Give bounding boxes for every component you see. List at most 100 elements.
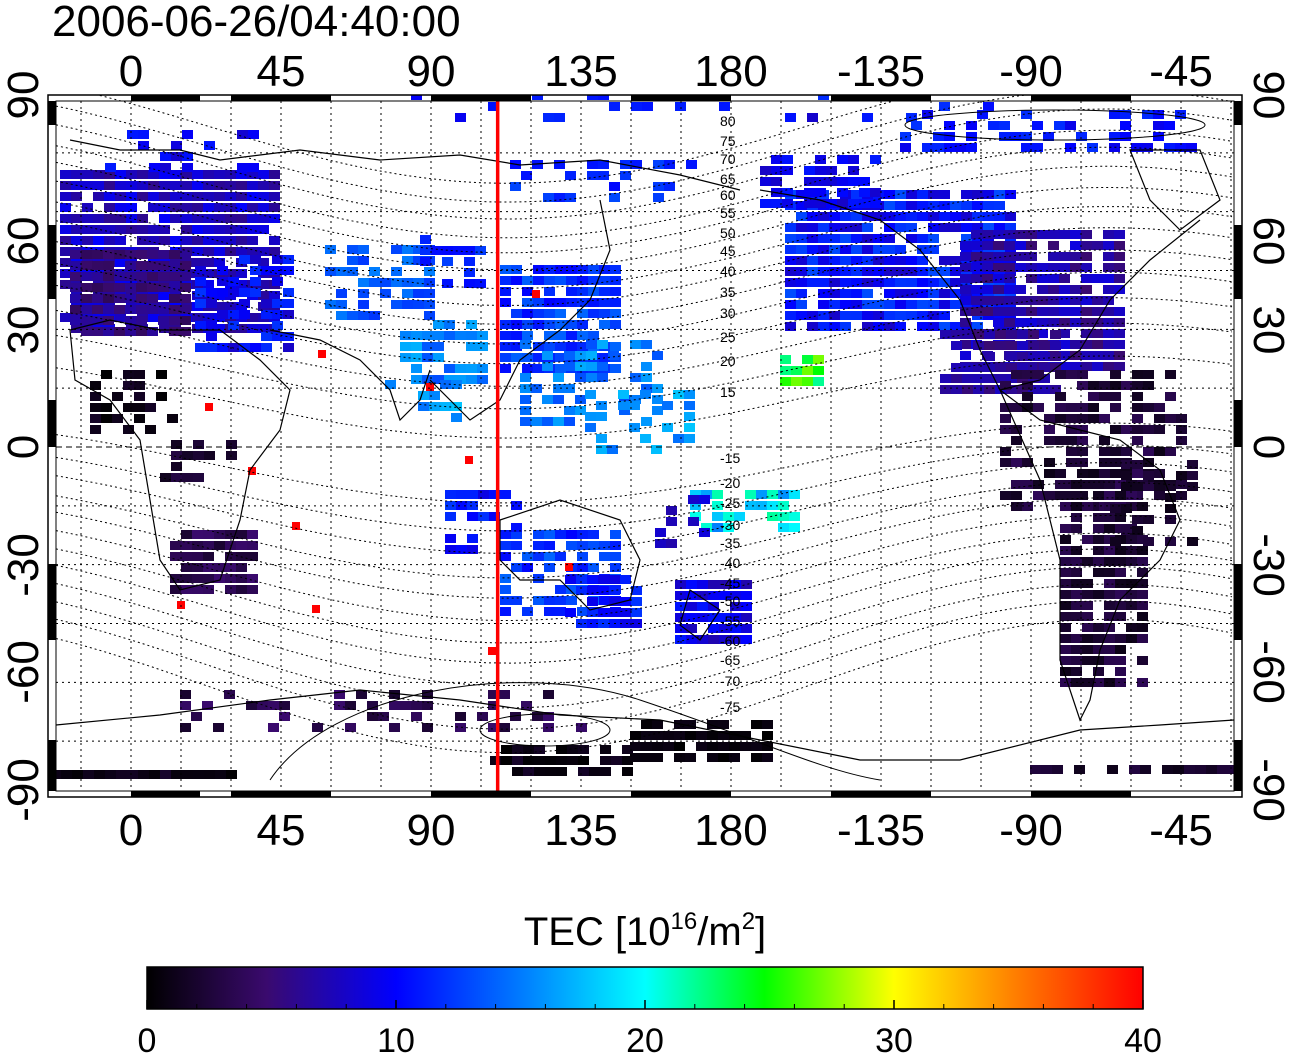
tec-cell bbox=[785, 278, 796, 287]
tec-cell bbox=[566, 596, 577, 605]
tec-cell bbox=[960, 318, 971, 327]
tec-cell bbox=[708, 602, 719, 611]
tec-cell bbox=[928, 289, 939, 298]
tec-cell bbox=[1037, 285, 1048, 294]
tec-cell bbox=[61, 770, 72, 779]
tec-cell bbox=[895, 322, 906, 331]
tec-cell bbox=[1071, 557, 1082, 566]
tec-cell bbox=[851, 245, 862, 254]
tec-cell bbox=[500, 265, 511, 274]
tec-cell bbox=[456, 545, 467, 554]
tec-cell bbox=[1021, 132, 1032, 141]
tec-cell bbox=[347, 245, 358, 254]
tec-cell bbox=[663, 742, 674, 751]
tec-cell bbox=[520, 373, 531, 382]
tec-cell bbox=[723, 523, 734, 532]
tec-cell bbox=[1132, 403, 1143, 412]
tec-cell bbox=[906, 212, 917, 221]
tec-cell bbox=[1074, 765, 1085, 774]
tec-cell bbox=[170, 574, 181, 583]
tec-cell bbox=[180, 283, 191, 292]
tec-cell bbox=[499, 690, 510, 699]
tec-cell bbox=[962, 385, 973, 394]
contour-label: -15 bbox=[720, 450, 740, 466]
tec-cell bbox=[785, 80, 796, 89]
tec-cell bbox=[577, 298, 588, 307]
tec-cell bbox=[807, 245, 818, 254]
tec-cell bbox=[712, 512, 723, 521]
tec-cell bbox=[369, 311, 380, 320]
tec-cell bbox=[1115, 601, 1126, 610]
tec-cell bbox=[818, 300, 829, 309]
tec-cell bbox=[565, 563, 573, 571]
tec-cell bbox=[939, 102, 950, 111]
tec-cell bbox=[565, 193, 576, 202]
tec-cell bbox=[1104, 491, 1115, 500]
tec-cell bbox=[279, 701, 290, 710]
tec-cell bbox=[608, 351, 619, 360]
tec-cell bbox=[500, 364, 511, 373]
bottom-longitude-ticks: 0 45 90 135 180 -135 -90 -45 bbox=[119, 806, 1213, 855]
latitude-tick-label: -30 bbox=[1244, 533, 1292, 597]
tec-cell bbox=[171, 473, 182, 482]
tec-cell bbox=[796, 278, 807, 287]
tec-cell bbox=[962, 374, 973, 383]
tec-cell bbox=[640, 434, 651, 443]
tec-cell bbox=[971, 263, 982, 272]
tec-cell bbox=[159, 192, 170, 201]
tec-cell bbox=[1104, 678, 1115, 687]
tec-cell bbox=[630, 731, 641, 740]
tec-cell bbox=[730, 624, 741, 633]
tec-cell bbox=[159, 291, 170, 300]
tec-cell bbox=[137, 192, 148, 201]
tec-cell bbox=[268, 723, 279, 732]
tec-cell bbox=[347, 311, 358, 320]
tec-cell bbox=[596, 445, 607, 454]
tec-cell bbox=[181, 530, 192, 539]
tec-cell bbox=[358, 278, 369, 287]
tec-cell bbox=[500, 574, 511, 583]
tec-cell bbox=[950, 300, 961, 309]
tec-cell bbox=[82, 225, 93, 234]
contour-label: 65 bbox=[720, 171, 736, 187]
tec-cell bbox=[1120, 110, 1131, 119]
tec-cell bbox=[1060, 502, 1071, 511]
tec-cell bbox=[1107, 765, 1118, 774]
contour-label: -55 bbox=[720, 613, 740, 629]
tec-cell bbox=[652, 753, 663, 762]
tec-cell bbox=[807, 234, 818, 243]
tec-cell bbox=[553, 417, 564, 426]
tec-cell bbox=[928, 311, 939, 320]
tec-cell bbox=[1099, 458, 1110, 467]
tec-cell bbox=[193, 770, 204, 779]
tec-cell bbox=[813, 377, 824, 386]
tec-cell bbox=[72, 770, 83, 779]
tec-cell bbox=[917, 190, 928, 199]
tec-cell bbox=[1037, 274, 1048, 283]
tec-cell bbox=[1092, 340, 1103, 349]
tec-cell bbox=[1154, 469, 1165, 478]
tec-cell bbox=[900, 143, 911, 152]
tec-cell bbox=[804, 199, 815, 208]
tec-cell bbox=[261, 343, 272, 352]
tec-cell bbox=[1071, 590, 1082, 599]
tec-cell bbox=[734, 512, 745, 521]
tec-cell bbox=[1114, 340, 1125, 349]
tec-cell bbox=[1165, 482, 1176, 491]
tec-cell bbox=[1186, 143, 1197, 152]
tec-cell bbox=[962, 363, 973, 372]
tec-cell bbox=[851, 300, 862, 309]
tec-cell bbox=[708, 613, 719, 622]
tec-cell bbox=[751, 720, 762, 729]
tec-cell bbox=[115, 258, 126, 267]
tec-cell bbox=[71, 192, 82, 201]
tec-cell bbox=[1006, 363, 1017, 372]
tec-cell bbox=[345, 701, 356, 710]
tec-cell bbox=[1099, 392, 1110, 401]
tec-cell bbox=[60, 258, 71, 267]
tec-cell bbox=[103, 283, 114, 292]
tec-cell bbox=[741, 635, 752, 644]
tec-cell bbox=[500, 552, 511, 561]
tec-cell bbox=[312, 605, 320, 613]
tec-cell bbox=[1011, 403, 1022, 412]
